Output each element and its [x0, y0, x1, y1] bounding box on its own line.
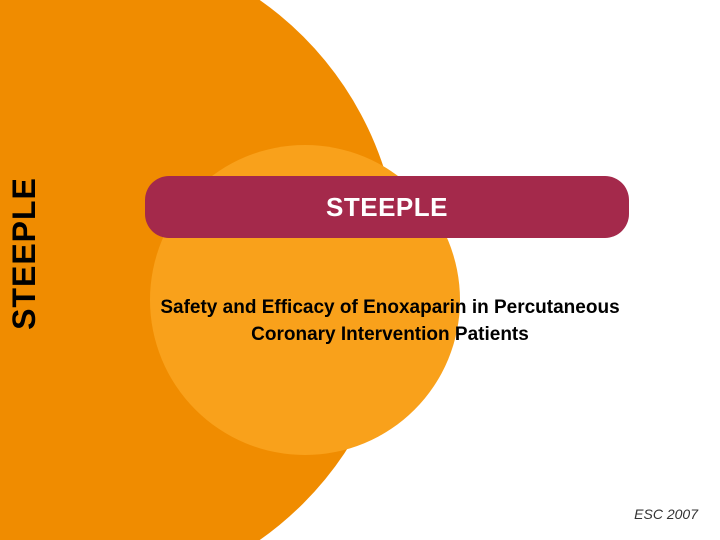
- subtitle: Safety and Efficacy of Enoxaparin in Per…: [130, 295, 650, 348]
- vertical-label: STEEPLE: [6, 177, 43, 330]
- slide: STEEPLE STEEPLE Safety and Efficacy of E…: [0, 0, 720, 540]
- title-text: STEEPLE: [326, 192, 448, 223]
- title-pill: STEEPLE: [145, 176, 629, 238]
- footer-text: ESC 2007: [634, 506, 698, 522]
